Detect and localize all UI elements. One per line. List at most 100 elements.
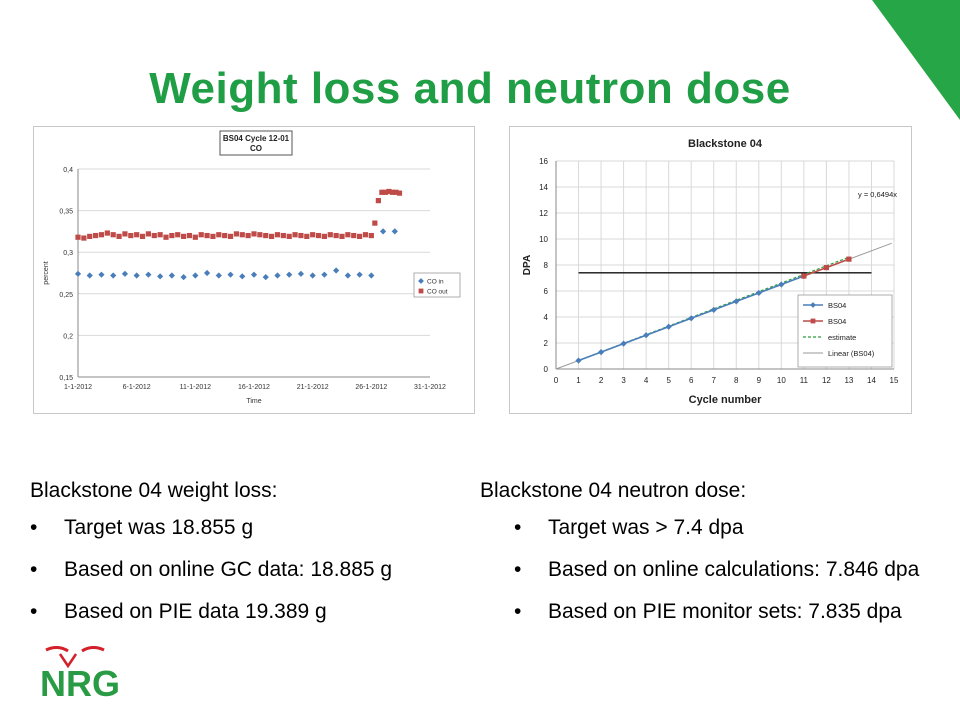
data-point bbox=[215, 272, 222, 279]
y-tick-label: 0 bbox=[544, 365, 549, 374]
data-point bbox=[263, 232, 269, 239]
data-point bbox=[356, 271, 363, 278]
x-tick-label: 6 bbox=[689, 376, 694, 385]
y-tick-label: 0,15 bbox=[59, 375, 73, 382]
y-tick-label: 8 bbox=[544, 261, 549, 270]
list-item: • Based on PIE data 19.389 g bbox=[30, 599, 440, 624]
legend-label: estimate bbox=[828, 333, 856, 342]
data-point bbox=[139, 233, 146, 239]
data-point bbox=[620, 340, 627, 347]
y-tick-label: 12 bbox=[539, 209, 548, 218]
data-point bbox=[382, 189, 389, 195]
data-point bbox=[116, 233, 122, 239]
data-point bbox=[375, 198, 381, 204]
neutron-dose-list: • Target was > 7.4 dpa • Based on online c… bbox=[514, 515, 955, 624]
x-axis-title: Cycle number bbox=[689, 394, 762, 406]
data-point bbox=[368, 232, 374, 239]
data-point bbox=[239, 273, 246, 280]
y-tick-label: 16 bbox=[539, 157, 548, 166]
data-point bbox=[297, 270, 305, 277]
data-point bbox=[643, 332, 650, 339]
data-point bbox=[362, 232, 369, 238]
y-tick-label: 4 bbox=[544, 313, 549, 322]
data-point bbox=[227, 271, 234, 278]
data-point bbox=[298, 232, 304, 239]
x-tick-label: 31-1-2012 bbox=[414, 384, 446, 391]
legend-label: CO in bbox=[427, 279, 444, 286]
data-point bbox=[251, 231, 257, 237]
x-tick-label: 5 bbox=[666, 376, 671, 385]
bullet-text: Based on online GC data: 18.885 g bbox=[64, 558, 393, 581]
y-axis-title: DPA bbox=[522, 255, 533, 275]
x-tick-label: 4 bbox=[644, 376, 649, 385]
legend-label: BS04 bbox=[828, 301, 846, 310]
data-point bbox=[110, 272, 117, 279]
data-point bbox=[245, 232, 251, 239]
data-point bbox=[233, 231, 239, 237]
data-point bbox=[81, 235, 87, 241]
data-point bbox=[192, 234, 198, 240]
x-tick-label: 12 bbox=[822, 376, 831, 385]
data-point bbox=[157, 232, 163, 238]
chart-title-box bbox=[219, 130, 293, 156]
data-point bbox=[274, 232, 281, 238]
data-point bbox=[157, 273, 164, 280]
data-point bbox=[222, 232, 228, 239]
y-tick-label: 0,3 bbox=[63, 250, 73, 257]
data-point bbox=[169, 232, 175, 239]
data-point bbox=[121, 270, 129, 277]
chart-title: BS04 Cycle 12-01 bbox=[223, 134, 290, 143]
data-point bbox=[134, 232, 140, 238]
data-point bbox=[110, 232, 116, 238]
data-point bbox=[396, 190, 403, 196]
data-point bbox=[321, 233, 327, 239]
x-tick-label: 3 bbox=[621, 376, 626, 385]
data-point bbox=[315, 232, 322, 239]
data-point bbox=[309, 272, 316, 279]
x-tick-label: 1 bbox=[576, 376, 581, 385]
x-tick-label: 10 bbox=[777, 376, 786, 385]
data-point bbox=[175, 232, 181, 238]
data-point bbox=[286, 233, 292, 239]
y-axis-title: percent bbox=[43, 261, 50, 284]
chart-subtitle: CO bbox=[250, 144, 262, 153]
data-point bbox=[151, 232, 157, 239]
data-point bbox=[269, 233, 275, 239]
y-tick-label: 0,35 bbox=[59, 209, 73, 216]
x-tick-label: 26-1-2012 bbox=[355, 384, 387, 391]
data-point bbox=[93, 232, 99, 239]
data-point bbox=[327, 232, 333, 238]
data-point bbox=[181, 233, 187, 239]
data-point bbox=[74, 270, 82, 277]
data-point bbox=[379, 189, 385, 195]
data-point bbox=[778, 281, 785, 288]
data-point bbox=[665, 323, 672, 330]
data-point bbox=[239, 232, 245, 238]
data-point bbox=[372, 220, 378, 226]
x-axis-title: Time bbox=[246, 398, 261, 405]
x-tick-label: 0 bbox=[554, 376, 559, 385]
data-point bbox=[75, 234, 81, 240]
data-point bbox=[688, 315, 695, 322]
data-point bbox=[145, 231, 151, 237]
y-tick-label: 6 bbox=[544, 287, 549, 296]
data-point bbox=[351, 232, 357, 239]
weight-loss-list: • Target was 18.855 g • Based on online GC… bbox=[30, 515, 440, 624]
list-item: • Target was 18.855 g bbox=[30, 515, 440, 540]
data-point bbox=[86, 272, 93, 279]
bullet-icon: • bbox=[514, 600, 522, 623]
data-point bbox=[262, 274, 269, 281]
corner-accent bbox=[872, 0, 960, 120]
list-item: • Based on PIE monitor sets: 7.835 dpa bbox=[514, 599, 955, 624]
data-point bbox=[575, 357, 582, 364]
data-point bbox=[368, 272, 375, 279]
data-point bbox=[163, 234, 169, 240]
data-point bbox=[823, 265, 829, 271]
bullet-text: Based on PIE monitor sets: 7.835 dpa bbox=[548, 600, 902, 623]
data-point bbox=[339, 233, 345, 239]
data-point bbox=[310, 232, 316, 238]
bullet-text: Based on online calculations: 7.846 dpa bbox=[548, 558, 920, 581]
y-tick-label: 10 bbox=[539, 235, 548, 244]
data-point bbox=[87, 233, 93, 239]
legend-label: BS04 bbox=[828, 317, 846, 326]
